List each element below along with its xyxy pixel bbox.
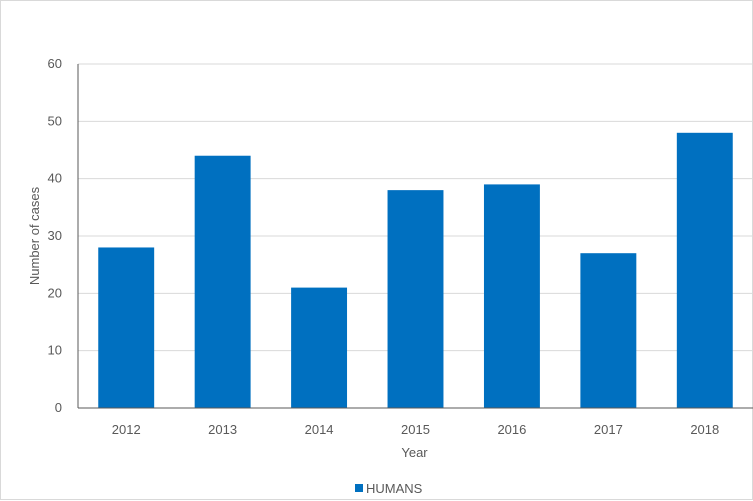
x-tick-label: 2013 <box>208 422 237 437</box>
y-tick-label: 50 <box>48 113 62 128</box>
y-tick-label: 0 <box>55 400 62 415</box>
legend: HUMANS <box>355 481 423 496</box>
y-tick-labels: 0 10 20 30 40 50 60 <box>48 56 62 415</box>
legend-label-humans: HUMANS <box>366 481 423 496</box>
bar-2016 <box>483 184 540 408</box>
x-tick-label: 2018 <box>690 422 719 437</box>
x-tick-labels: 2012 2013 2014 2015 2016 2017 2018 <box>112 422 719 437</box>
x-tick-label: 2012 <box>112 422 141 437</box>
x-tick-label: 2017 <box>594 422 623 437</box>
y-axis-title: Number of cases <box>27 186 42 285</box>
bar-2018 <box>676 132 733 409</box>
y-tick-label: 20 <box>48 285 62 300</box>
y-tick-label: 40 <box>48 171 62 186</box>
x-axis-title: Year <box>401 445 428 460</box>
legend-swatch-humans <box>355 484 363 492</box>
x-tick-label: 2014 <box>305 422 334 437</box>
bar-2017 <box>580 253 637 408</box>
x-tick-label: 2016 <box>497 422 526 437</box>
bar-2013 <box>194 155 251 408</box>
y-tick-label: 60 <box>48 56 62 71</box>
x-tick-label: 2015 <box>401 422 430 437</box>
y-tick-label: 10 <box>48 343 62 358</box>
bar-2012 <box>98 247 155 408</box>
bar-2015 <box>387 190 444 408</box>
bars <box>98 132 733 409</box>
bar-2014 <box>291 287 348 408</box>
axes <box>77 64 753 409</box>
y-tick-label: 30 <box>48 228 62 243</box>
